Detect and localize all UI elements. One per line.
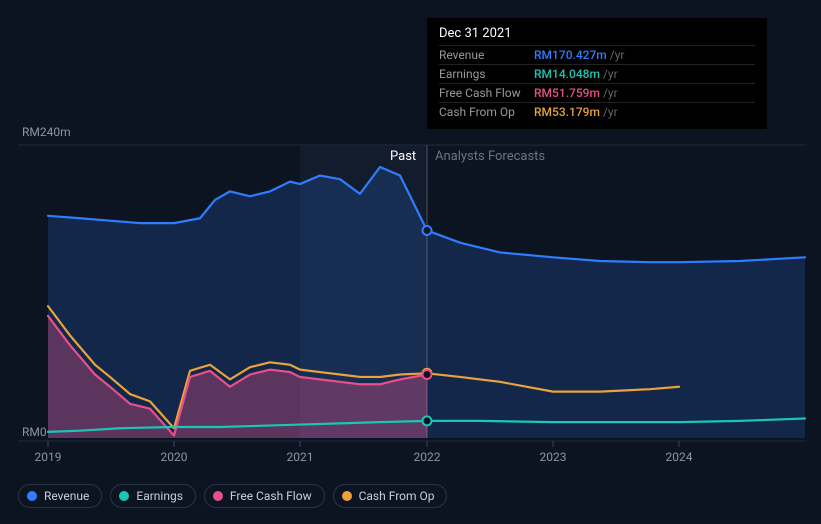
legend-label: Earnings [136,489,183,503]
tooltip-date: Dec 31 2021 [439,26,755,45]
tooltip-row-value: RM51.759m [534,86,600,100]
tooltip-row-label: Cash From Op [439,105,534,119]
legend-label: Free Cash Flow [230,489,312,503]
tooltip-row-unit: /yr [603,86,618,100]
legend-label: Cash From Op [359,489,435,503]
tooltip-row-label: Revenue [439,48,534,62]
x-axis-tick: 2022 [414,450,441,464]
tooltip-row-unit: /yr [610,48,625,62]
tooltip-row-unit: /yr [603,105,618,119]
legend-dot-icon [213,491,223,501]
legend-dot-icon [119,491,129,501]
x-axis-tick: 2019 [35,450,62,464]
legend-item[interactable]: Free Cash Flow [204,484,325,508]
legend-item[interactable]: Cash From Op [333,484,448,508]
tooltip-row: Cash From OpRM53.179m/yr [439,102,755,121]
y-axis-label: RM0 [22,425,47,439]
tooltip-row-value: RM53.179m [534,105,600,119]
legend-dot-icon [27,491,37,501]
chart-tooltip: Dec 31 2021 RevenueRM170.427m/yrEarnings… [427,18,767,129]
tooltip-row-value: RM170.427m [534,48,607,62]
legend-item[interactable]: Earnings [110,484,196,508]
legend-dot-icon [342,491,352,501]
x-axis-tick: 2020 [161,450,188,464]
x-axis-tick: 2023 [540,450,567,464]
tooltip-row-label: Earnings [439,67,534,81]
tooltip-row-value: RM14.048m [534,67,600,81]
chart-legend: Revenue Earnings Free Cash Flow Cash From O… [18,484,447,508]
forecast-label: Analysts Forecasts [435,149,545,164]
x-axis-tick: 2024 [666,450,693,464]
y-axis-label: RM240m [22,125,71,139]
tooltip-row: Free Cash FlowRM51.759m/yr [439,83,755,102]
past-label: Past [390,149,416,164]
legend-item[interactable]: Revenue [18,484,102,508]
x-axis-tick: 2021 [287,450,314,464]
tooltip-row-label: Free Cash Flow [439,86,534,100]
tooltip-row: RevenueRM170.427m/yr [439,45,755,64]
legend-label: Revenue [44,489,89,503]
tooltip-row: EarningsRM14.048m/yr [439,64,755,83]
tooltip-row-unit: /yr [603,67,618,81]
